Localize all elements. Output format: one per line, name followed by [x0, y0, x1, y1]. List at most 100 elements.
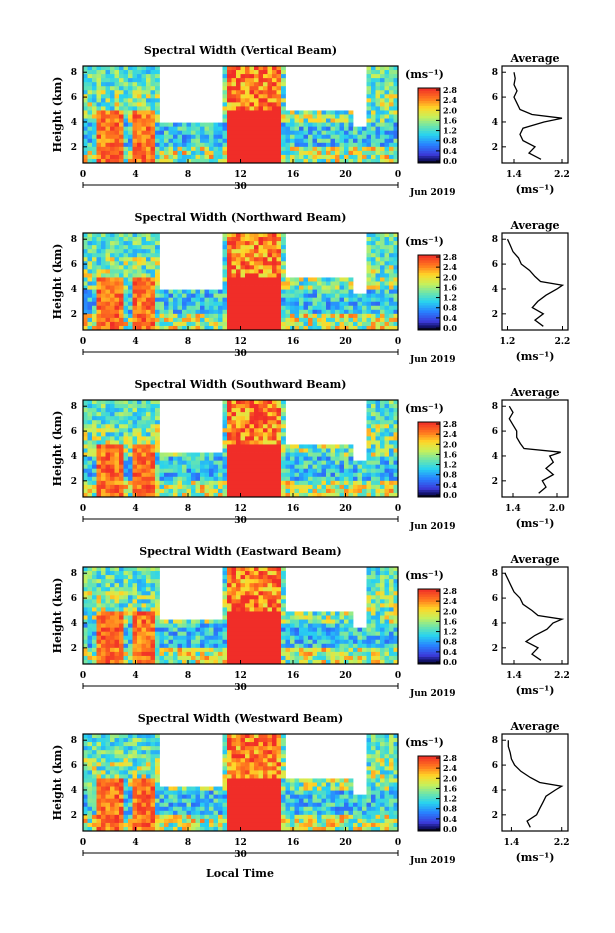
heatmap-cell: [389, 115, 394, 119]
heatmap-cell: [227, 567, 232, 571]
heatmap-cell: [376, 432, 381, 436]
heatmap-cell: [155, 245, 160, 249]
heatmap-cell: [389, 245, 394, 249]
heatmap-cell: [308, 485, 313, 489]
heatmap-cell: [259, 127, 264, 131]
heatmap-cell: [155, 294, 160, 298]
heatmap-cell: [268, 461, 273, 465]
heatmap-cell: [232, 310, 237, 314]
heatmap-cell: [385, 306, 390, 310]
heatmap-cell: [385, 241, 390, 245]
heatmap-cell: [83, 628, 88, 632]
heatmap-cell: [128, 119, 133, 123]
heatmap-cell: [218, 624, 223, 628]
heatmap-cell: [299, 465, 304, 469]
heatmap-cell: [259, 294, 264, 298]
heatmap-cell: [268, 420, 273, 424]
heatmap-cell: [169, 485, 174, 489]
heatmap-cell: [272, 424, 277, 428]
heatmap-cell: [385, 294, 390, 298]
heatmap-cell: [254, 444, 259, 448]
panel-title: Spectral Width (Southward Beam): [134, 378, 346, 391]
heatmap-cell: [250, 139, 255, 143]
heatmap-cell: [376, 241, 381, 245]
heatmap-cell: [317, 282, 322, 286]
heatmap-cell: [272, 408, 277, 412]
heatmap-cell: [281, 237, 286, 241]
heatmap-cell: [214, 310, 219, 314]
heatmap-cell: [299, 290, 304, 294]
heatmap-cell: [358, 310, 363, 314]
heatmap-cell: [389, 110, 394, 114]
heatmap-cell: [92, 449, 97, 453]
heatmap-cell: [290, 131, 295, 135]
heatmap-cell: [97, 131, 102, 135]
heatmap-cell: [376, 135, 381, 139]
heatmap-cell: [241, 444, 246, 448]
heatmap-cell: [317, 277, 322, 281]
colorbar-segment: [418, 300, 440, 303]
heatmap-cell: [178, 318, 183, 322]
heatmap-cell: [83, 640, 88, 644]
heatmap-cell: [236, 253, 241, 257]
heatmap-cell: [151, 571, 156, 575]
heatmap-cell: [259, 611, 264, 615]
heatmap-cell: [223, 457, 228, 461]
heatmap-cell: [227, 599, 232, 603]
heatmap-cell: [268, 465, 273, 469]
heatmap-cell: [101, 481, 106, 485]
heatmap-cell: [358, 302, 363, 306]
heatmap-cell: [268, 306, 273, 310]
heatmap-cell: [128, 310, 133, 314]
heatmap-cell: [137, 86, 142, 90]
heatmap-cell: [380, 457, 385, 461]
heatmap-cell: [182, 632, 187, 636]
heatmap-cell: [128, 318, 133, 322]
heatmap-cell: [281, 261, 286, 265]
heatmap-cell: [88, 119, 93, 123]
heatmap-cell: [97, 245, 102, 249]
heatmap-cell: [263, 436, 268, 440]
heatmap-cell: [371, 123, 376, 127]
heatmap-cell: [160, 640, 165, 644]
heatmap-cell: [344, 444, 349, 448]
heatmap-cell: [380, 477, 385, 481]
heatmap-cell: [290, 147, 295, 151]
heatmap-cell: [137, 461, 142, 465]
heatmap-cell: [371, 237, 376, 241]
heatmap-cell: [110, 453, 115, 457]
heatmap-cell: [133, 632, 138, 636]
heatmap-cell: [155, 66, 160, 70]
heatmap-cell: [340, 294, 345, 298]
heatmap-cell: [119, 444, 124, 448]
heatmap-cell: [371, 453, 376, 457]
profile-x-label: (ms⁻¹): [516, 350, 555, 363]
heatmap-cell: [313, 110, 318, 114]
heatmap-cell: [241, 66, 246, 70]
heatmap-cell: [101, 648, 106, 652]
heatmap-cell: [272, 644, 277, 648]
heatmap-cell: [232, 644, 237, 648]
heatmap-cell: [362, 306, 367, 310]
heatmap-cell: [137, 143, 142, 147]
heatmap-cell: [164, 453, 169, 457]
heatmap-cell: [322, 461, 327, 465]
heatmap-cell: [281, 151, 286, 155]
heatmap-cell: [160, 461, 165, 465]
heatmap-cell: [218, 290, 223, 294]
heatmap-cell: [389, 282, 394, 286]
heatmap-cell: [119, 616, 124, 620]
heatmap-cell: [187, 477, 192, 481]
heatmap-cell: [250, 444, 255, 448]
heatmap-cell: [227, 302, 232, 306]
heatmap-cell: [250, 599, 255, 603]
heatmap-cell: [349, 131, 354, 135]
heatmap-cell: [124, 481, 129, 485]
heatmap-cell: [151, 620, 156, 624]
heatmap-cell: [236, 135, 241, 139]
heatmap-cell: [196, 648, 201, 652]
heatmap-cell: [344, 457, 349, 461]
heatmap-cell: [110, 611, 115, 615]
heatmap-cell: [155, 432, 160, 436]
heatmap-cell: [142, 127, 147, 131]
